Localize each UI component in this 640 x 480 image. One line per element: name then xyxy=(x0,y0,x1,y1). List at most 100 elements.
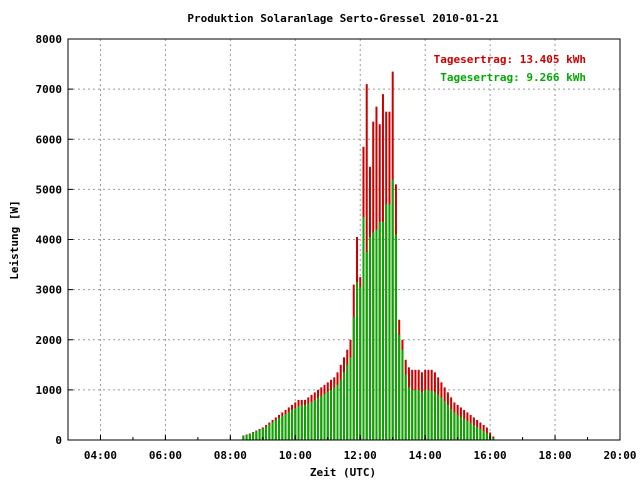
bar-series-2 xyxy=(450,408,453,440)
y-tick-label: 5000 xyxy=(36,183,63,196)
x-tick-label: 06:00 xyxy=(149,449,182,462)
bar-series-2 xyxy=(317,397,320,440)
bar-series-2 xyxy=(404,374,407,440)
bar-series-2 xyxy=(365,252,368,440)
bar-series-2 xyxy=(485,432,488,440)
bar-series-2 xyxy=(248,433,251,440)
bar-series-2 xyxy=(388,204,391,440)
bar-series-2 xyxy=(261,428,264,440)
bar-series-2 xyxy=(359,287,362,440)
bar-series-2 xyxy=(492,437,495,440)
bar-series-2 xyxy=(274,419,277,440)
bar-series-2 xyxy=(433,392,436,440)
x-tick-label: 12:00 xyxy=(344,449,377,462)
bar-series-2 xyxy=(479,428,482,440)
x-tick-label: 16:00 xyxy=(474,449,507,462)
y-tick-labels: 0 1000 2000 3000 4000 5000 6000 7000 8000 xyxy=(36,33,63,447)
bar-series-2 xyxy=(339,379,342,440)
bar-series-2 xyxy=(326,391,329,440)
bar-series-2 xyxy=(411,389,414,440)
x-axis-label: Zeit (UTC) xyxy=(310,466,376,479)
x-tick-labels: 04:00 06:00 08:00 10:00 12:00 14:00 16:00 18:00… xyxy=(84,449,637,462)
bar-series-2 xyxy=(440,397,443,440)
bar-series-2 xyxy=(372,231,375,440)
bar-series-2 xyxy=(482,430,485,440)
bar-series-2 xyxy=(407,387,410,440)
grid xyxy=(68,39,620,440)
bar-series-2 xyxy=(300,405,303,440)
bar-series-2 xyxy=(453,412,456,440)
x-tick-label: 10:00 xyxy=(279,449,312,462)
bar-series-2 xyxy=(427,389,430,440)
bar-series-2 xyxy=(294,407,297,440)
bar-series-2 xyxy=(378,221,381,440)
bar-series-2 xyxy=(355,282,358,440)
bar-series-2 xyxy=(420,392,423,440)
bar-series-2 xyxy=(310,401,313,440)
bar-series-2 xyxy=(297,405,300,440)
bar-series-2 xyxy=(284,413,287,440)
bar-series-2 xyxy=(265,426,268,440)
bar-series-2 xyxy=(307,403,310,440)
bar-series-2 xyxy=(287,411,290,440)
legend-series-1: Tagesertrag: 13.405 kWh xyxy=(434,53,586,66)
x-tick-label: 18:00 xyxy=(538,449,571,462)
bar-series-2 xyxy=(391,179,394,440)
bar-series-2 xyxy=(271,421,274,440)
chart-title: Produktion Solaranlage Serto-Gressel 201… xyxy=(187,12,499,25)
x-tick-label: 08:00 xyxy=(214,449,247,462)
bar-series-2 xyxy=(401,349,404,440)
bar-series-2 xyxy=(368,236,371,440)
x-tick-label: 14:00 xyxy=(409,449,442,462)
y-tick-label: 2000 xyxy=(36,334,63,347)
y-tick-label: 4000 xyxy=(36,234,63,247)
bar-series-2 xyxy=(385,204,388,440)
bar-series-2 xyxy=(278,417,281,440)
x-tick-label: 20:00 xyxy=(603,449,636,462)
bar-series-2 xyxy=(472,424,475,440)
bar-series-2 xyxy=(268,424,271,440)
y-tick-label: 6000 xyxy=(36,133,63,146)
bar-series-2 xyxy=(466,420,469,440)
bar-series-2 xyxy=(394,234,397,440)
y-tick-label: 3000 xyxy=(36,284,63,297)
bar-series-2 xyxy=(242,435,245,440)
bar-series-2 xyxy=(245,434,248,440)
bar-series-2 xyxy=(398,334,401,440)
bar-series-2 xyxy=(476,426,479,440)
bar-series-2 xyxy=(343,372,345,440)
axis-ticks xyxy=(67,38,621,441)
bar-series-2 xyxy=(346,364,349,440)
bar-series-2 xyxy=(459,416,462,440)
bar-series-2 xyxy=(330,389,333,440)
bar-series-2 xyxy=(446,404,449,440)
y-tick-label: 8000 xyxy=(36,33,63,46)
bar-series-2 xyxy=(281,415,284,440)
bar-series-2 xyxy=(362,216,365,440)
bar-series-2 xyxy=(255,430,258,440)
x-tick-label: 04:00 xyxy=(84,449,117,462)
bar-series-2 xyxy=(258,429,261,440)
bar-series-2 xyxy=(417,389,420,440)
bar-series-2 xyxy=(381,221,384,440)
bar-series-2 xyxy=(414,389,417,440)
bar-series-2 xyxy=(313,399,316,440)
bar-series-2 xyxy=(469,422,472,440)
bar-series-2 xyxy=(437,394,440,440)
bar-series-2 xyxy=(424,389,427,440)
bar-series-2 xyxy=(252,432,255,440)
bar-series-2 xyxy=(443,400,446,440)
y-tick-label: 0 xyxy=(55,434,62,447)
bar-series-2 xyxy=(333,387,336,440)
bar-series-2 xyxy=(456,414,459,440)
y-tick-label: 7000 xyxy=(36,83,63,96)
bar-series-2 xyxy=(463,418,466,440)
bar-series-2 xyxy=(336,384,339,440)
bar-series-2 xyxy=(320,395,323,440)
bar-series-2 xyxy=(375,229,378,440)
bar-series-2 xyxy=(430,390,433,440)
y-axis-label: Leistung [W] xyxy=(8,200,21,279)
bar-series-2 xyxy=(323,393,326,440)
legend-series-2: Tagesertrag: 9.266 kWh xyxy=(440,71,586,84)
